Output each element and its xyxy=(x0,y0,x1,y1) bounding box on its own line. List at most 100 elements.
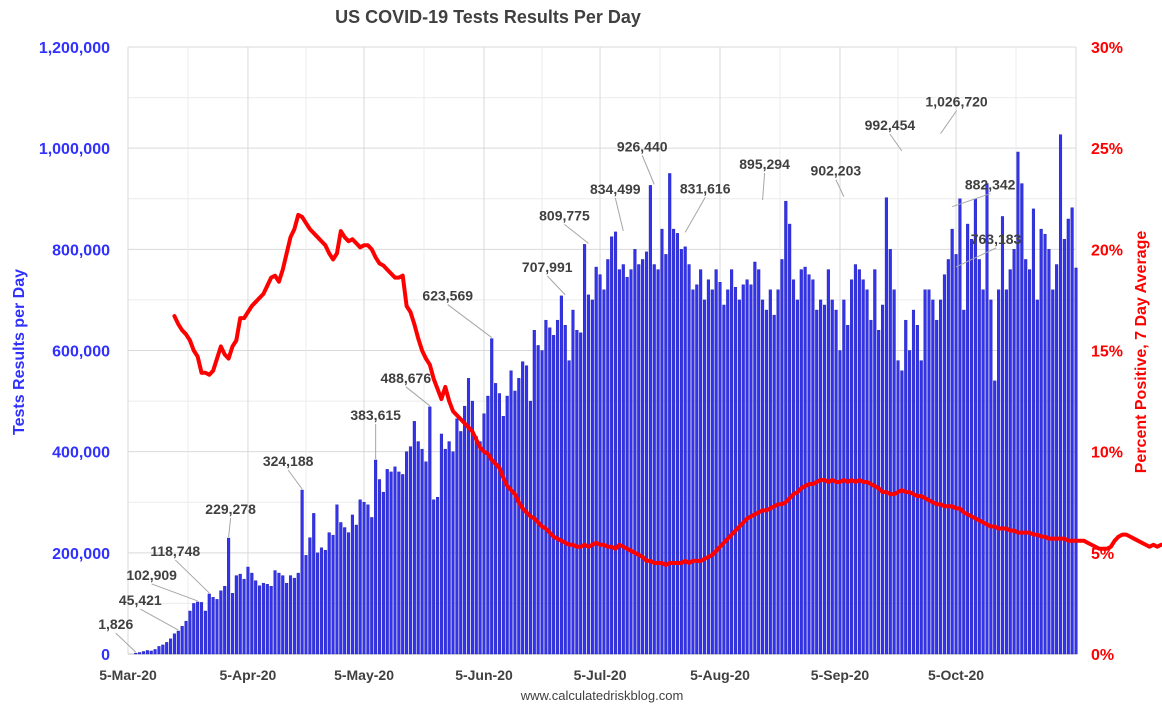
bar xyxy=(327,532,331,655)
bar xyxy=(203,610,207,655)
bar xyxy=(997,289,1001,655)
left-tick-label: 400,000 xyxy=(52,445,110,462)
bar xyxy=(861,279,865,655)
bar xyxy=(227,537,231,655)
bar xyxy=(474,436,478,655)
bar xyxy=(432,499,436,655)
bar xyxy=(745,279,749,655)
bar xyxy=(993,380,997,655)
bar xyxy=(583,244,587,655)
bar xyxy=(188,610,192,655)
bar xyxy=(900,370,904,655)
annotation-leader xyxy=(641,155,655,185)
bar xyxy=(490,338,494,655)
x-tick-label: 5-Sep-20 xyxy=(811,667,870,683)
bar xyxy=(466,378,471,655)
bar xyxy=(579,332,583,655)
bar xyxy=(973,198,977,655)
bar xyxy=(931,299,935,655)
bar xyxy=(161,644,165,655)
right-axis-ticks: 0% 5% 10% 15% 20% 25% 30% xyxy=(1091,40,1123,664)
bar xyxy=(896,360,900,655)
right-tick-label: 15% xyxy=(1091,344,1123,361)
bar xyxy=(1028,269,1032,655)
bar xyxy=(772,314,776,655)
x-tick-label: 5-Jul-20 xyxy=(574,667,627,683)
annotation-leader xyxy=(151,583,198,602)
bar xyxy=(908,350,912,655)
right-axis-title: Percent Positive, 7 Day Average xyxy=(1133,231,1150,474)
bar xyxy=(316,552,320,655)
bar xyxy=(637,264,641,655)
annotation-label: 1,826 xyxy=(98,616,133,632)
annotation-label: 118,748 xyxy=(150,543,200,559)
bar xyxy=(969,239,974,655)
bar xyxy=(842,299,846,655)
bar xyxy=(625,276,629,655)
annotation-label: 623,569 xyxy=(422,288,473,304)
bar xyxy=(737,299,741,655)
bar xyxy=(586,294,590,655)
bar xyxy=(497,393,502,655)
left-axis-ticks: 0 200,000 400,000 600,000 800,000 1,000,000 1,… xyxy=(39,40,110,664)
annotation-label: 102,909 xyxy=(126,567,177,583)
bar xyxy=(664,254,668,655)
bar xyxy=(242,578,246,655)
annotation-label: 831,616 xyxy=(680,180,731,196)
bar xyxy=(447,441,451,655)
annotation-label: 895,294 xyxy=(739,156,790,172)
bar xyxy=(621,264,625,655)
bar xyxy=(675,233,679,655)
bar xyxy=(703,299,707,655)
bar xyxy=(590,299,594,655)
bar xyxy=(954,254,958,655)
bar xyxy=(436,496,440,655)
bar xyxy=(258,585,262,655)
bar xyxy=(470,400,474,655)
bar xyxy=(528,400,532,655)
bar xyxy=(768,289,772,655)
bar xyxy=(1004,289,1008,655)
bar xyxy=(799,269,803,655)
annotation-leader xyxy=(140,608,179,631)
bar xyxy=(788,223,792,655)
bar xyxy=(350,514,354,655)
bar xyxy=(219,590,223,655)
bar xyxy=(393,466,397,655)
bar xyxy=(169,638,173,655)
bar xyxy=(706,279,710,655)
annotation-leader xyxy=(889,133,903,152)
bar xyxy=(478,441,482,655)
bar xyxy=(803,266,807,655)
bar xyxy=(1070,207,1074,655)
bar xyxy=(869,319,873,655)
bar xyxy=(857,269,861,655)
bar xyxy=(714,269,718,655)
source-credit: www.calculatedriskblog.com xyxy=(520,688,684,703)
bar xyxy=(811,279,815,655)
left-tick-label: 0 xyxy=(101,647,110,664)
bar xyxy=(614,231,618,655)
bar xyxy=(652,264,656,655)
annotation-leader xyxy=(940,110,957,134)
bar xyxy=(784,200,788,655)
bar xyxy=(285,582,289,655)
bar xyxy=(1066,218,1070,655)
bar xyxy=(211,597,215,655)
annotation-leader xyxy=(762,173,766,201)
bar xyxy=(199,602,204,655)
bar xyxy=(428,406,432,655)
bar xyxy=(157,646,161,655)
left-tick-label: 800,000 xyxy=(52,242,110,259)
x-tick-label: 5-Apr-20 xyxy=(220,667,277,683)
bar xyxy=(145,650,149,655)
annotation-leader xyxy=(684,197,706,233)
bar xyxy=(548,327,552,655)
bar xyxy=(989,299,993,655)
annotation-leader xyxy=(115,632,137,653)
bar xyxy=(939,299,943,655)
bar xyxy=(1047,249,1051,655)
bar xyxy=(288,575,293,655)
bar xyxy=(1031,208,1035,655)
left-tick-label: 1,000,000 xyxy=(39,141,110,158)
